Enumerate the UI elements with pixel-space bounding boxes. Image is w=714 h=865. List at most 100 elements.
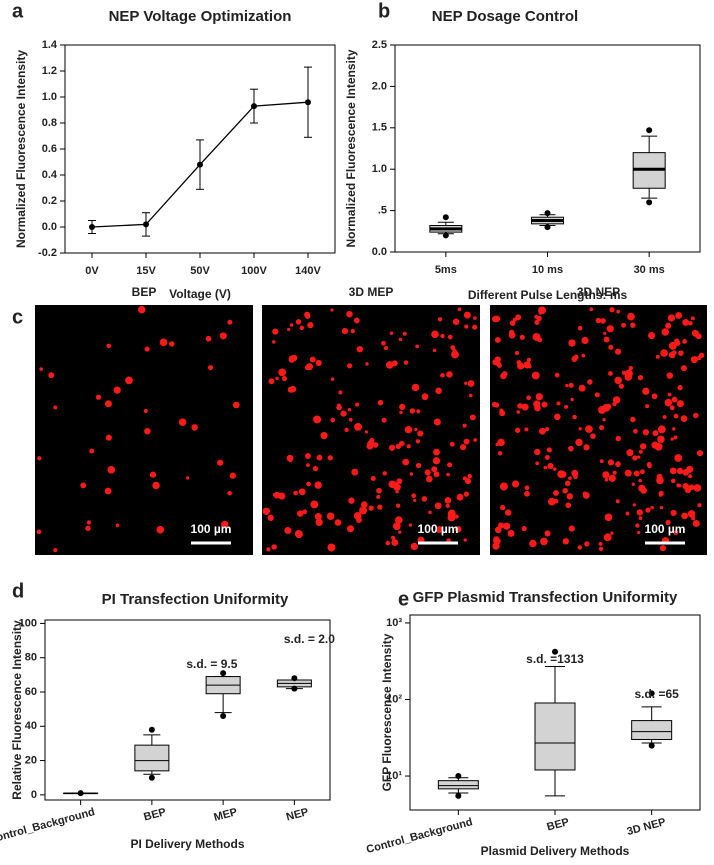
cell <box>680 365 688 372</box>
cell <box>330 417 336 423</box>
cell <box>529 539 537 548</box>
cell <box>544 530 551 537</box>
cell <box>515 314 522 321</box>
cell <box>682 339 688 344</box>
cell <box>104 400 112 408</box>
cell <box>614 376 622 385</box>
cell <box>632 503 636 507</box>
box <box>134 744 170 772</box>
cell <box>191 424 198 431</box>
cell <box>660 349 668 357</box>
cell <box>678 484 682 488</box>
cell <box>381 340 386 346</box>
cell <box>638 484 646 492</box>
cell <box>693 484 702 492</box>
cell <box>287 386 294 393</box>
cell <box>577 325 583 331</box>
cell <box>532 332 541 341</box>
cell <box>526 395 531 401</box>
cell <box>178 418 187 427</box>
y-tick-label: -0.2 <box>38 247 57 259</box>
cell <box>286 454 294 462</box>
cell <box>656 476 664 485</box>
cell <box>431 466 438 473</box>
cell <box>48 372 55 379</box>
cell <box>106 343 112 349</box>
y-tick-label: 10² <box>386 693 402 705</box>
cell <box>447 462 453 468</box>
panel-label: c <box>12 306 23 328</box>
y-tick-label: 1.0 <box>42 91 57 103</box>
cell <box>415 344 420 349</box>
cell <box>428 510 432 515</box>
cell <box>233 401 240 409</box>
point <box>305 99 311 106</box>
chart-title: NEP Dosage Control <box>432 8 578 25</box>
cell <box>654 442 663 451</box>
cell <box>344 427 349 433</box>
cell <box>568 525 575 532</box>
cell <box>365 362 369 366</box>
cell <box>368 505 374 511</box>
cell <box>680 415 688 422</box>
cell <box>507 529 515 537</box>
cell <box>267 514 274 521</box>
cell <box>666 372 674 379</box>
cell <box>509 329 515 335</box>
cell <box>288 355 295 361</box>
y-tick-label: 2.0 <box>372 80 387 92</box>
outlier <box>646 199 653 206</box>
cell <box>316 454 323 461</box>
cell <box>517 403 523 409</box>
panel-label: d <box>12 580 24 602</box>
cell <box>628 365 633 371</box>
cell <box>272 328 279 335</box>
cell <box>309 356 316 363</box>
cell <box>95 394 102 400</box>
cell <box>604 513 613 522</box>
cell <box>376 487 382 494</box>
cell <box>104 487 112 495</box>
chart-title: GFP Plasmid Transfection Uniformity <box>413 589 678 606</box>
cell <box>115 523 120 528</box>
cell <box>541 401 548 408</box>
cell <box>514 427 521 433</box>
cell <box>598 541 603 546</box>
cell <box>334 519 342 526</box>
cell <box>278 492 286 500</box>
cell <box>347 363 353 369</box>
cell <box>584 541 590 547</box>
cell <box>646 462 652 468</box>
outlier <box>291 675 298 682</box>
cell <box>354 422 362 431</box>
cell <box>125 376 133 385</box>
cell <box>493 315 501 323</box>
cell <box>314 512 322 521</box>
plot-frame <box>44 619 331 801</box>
cell <box>668 351 676 359</box>
y-tick-label: 0.0 <box>372 246 387 258</box>
cell <box>497 438 505 447</box>
cell <box>609 307 615 313</box>
point <box>89 224 95 230</box>
cell <box>113 386 121 394</box>
cell <box>185 476 190 480</box>
cell <box>600 318 606 324</box>
cell <box>635 523 640 528</box>
cell <box>353 317 360 324</box>
cell <box>499 410 506 417</box>
cell <box>589 307 594 312</box>
cell <box>557 470 566 478</box>
cell <box>435 387 442 395</box>
cell <box>221 520 229 529</box>
cell <box>388 444 396 451</box>
cell <box>425 475 433 483</box>
cell <box>676 400 684 408</box>
cell <box>587 379 593 385</box>
cell <box>521 403 529 411</box>
cell <box>464 381 468 385</box>
cell <box>469 414 476 421</box>
x-axis-label: PI Delivery Methods <box>130 837 244 851</box>
cell <box>398 337 403 342</box>
cell <box>449 441 455 447</box>
